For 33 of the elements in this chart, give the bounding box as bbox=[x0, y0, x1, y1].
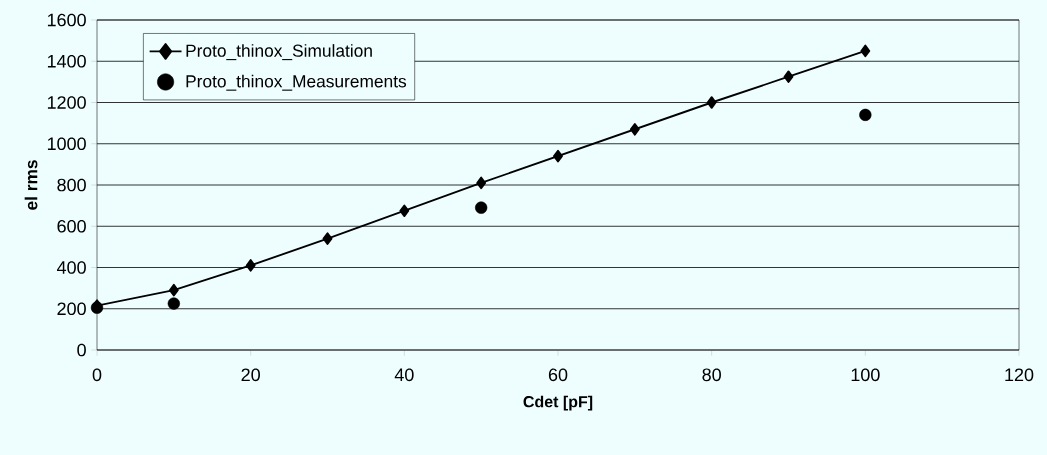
x-tick-label: 120 bbox=[1005, 368, 1034, 382]
legend-label: Proto_thinox_Measurements bbox=[186, 74, 407, 91]
x-tick-label: 0 bbox=[92, 368, 102, 382]
point bbox=[706, 96, 717, 109]
y-tick-label: 1600 bbox=[47, 13, 86, 27]
y-tick-label: 1400 bbox=[47, 54, 86, 68]
y-tick-label: 1200 bbox=[47, 96, 86, 109]
x-tick-label: 20 bbox=[241, 368, 260, 382]
x-tick-label: 100 bbox=[851, 368, 880, 382]
point bbox=[475, 201, 488, 214]
point bbox=[476, 176, 487, 190]
y-tick-label: 400 bbox=[56, 261, 86, 274]
y-axis-title: el rms bbox=[24, 160, 38, 210]
legend-label: Proto_thinox_Simulation bbox=[186, 44, 372, 61]
point bbox=[783, 70, 794, 83]
x-tick-label: 80 bbox=[702, 368, 721, 382]
y-tick-label: 1000 bbox=[47, 137, 86, 151]
point bbox=[859, 108, 872, 122]
point bbox=[553, 149, 563, 163]
point bbox=[629, 123, 640, 136]
x-tick-label: 60 bbox=[548, 368, 568, 382]
point bbox=[167, 297, 180, 310]
y-tick-label: 600 bbox=[57, 219, 86, 233]
y-tick-label: 0 bbox=[77, 343, 86, 357]
y-tick-label: 200 bbox=[57, 302, 86, 316]
x-axis-title: Cdet [pF] bbox=[523, 395, 593, 411]
point bbox=[168, 283, 179, 297]
x-tick-label: 40 bbox=[394, 368, 414, 382]
y-tick-label: 800 bbox=[57, 178, 86, 192]
point bbox=[860, 44, 871, 58]
point bbox=[399, 204, 410, 218]
point bbox=[245, 259, 256, 272]
point bbox=[322, 232, 333, 245]
